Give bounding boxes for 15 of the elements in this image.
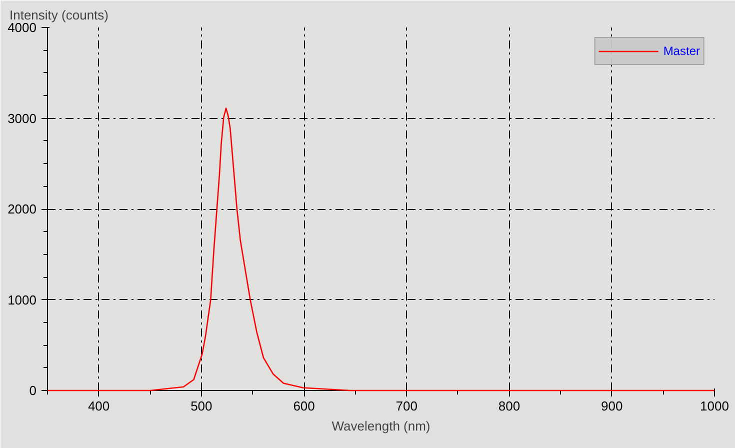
y-tick-label: 1000 bbox=[8, 292, 36, 308]
x-tick-label: 1000 bbox=[700, 398, 729, 414]
x-tick-label: 600 bbox=[293, 398, 315, 414]
y-tick-label: 2000 bbox=[8, 202, 36, 216]
x-tick-label: 400 bbox=[88, 398, 110, 414]
x-tick-label: 900 bbox=[601, 398, 623, 414]
x-tick-label: 500 bbox=[190, 398, 212, 414]
y-tick-label: 4000 bbox=[8, 20, 36, 35]
x-tick-label: 700 bbox=[396, 398, 418, 414]
y-tick-label: 3000 bbox=[8, 110, 36, 126]
x-tick-label: 800 bbox=[498, 398, 520, 414]
y-tick-label: 0 bbox=[29, 383, 37, 398]
x-axis-title: Wavelength (nm) bbox=[332, 418, 430, 434]
legend-label: Master bbox=[663, 44, 700, 58]
y-axis-title: Intensity (counts) bbox=[10, 8, 108, 22]
